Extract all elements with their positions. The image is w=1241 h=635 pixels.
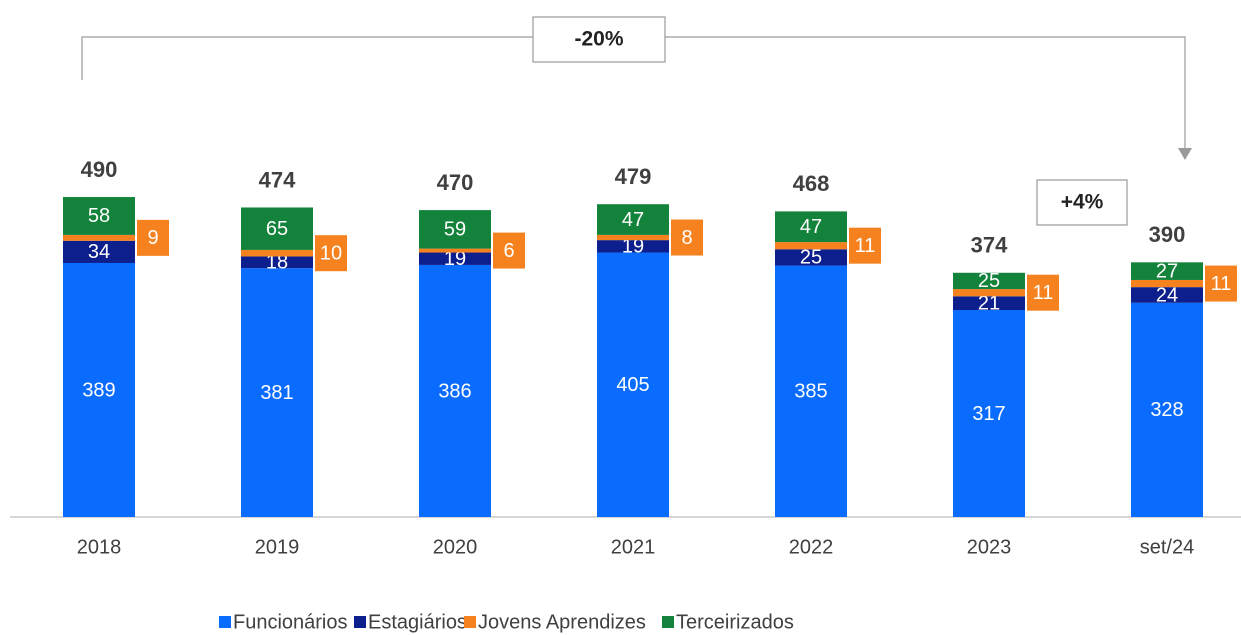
total-label: 374 — [971, 233, 1008, 258]
value-label: 381 — [260, 382, 293, 404]
bracket-line — [81, 36, 533, 80]
value-label-box — [671, 219, 703, 256]
value-label: 9 — [147, 227, 158, 249]
value-label: 47 — [622, 209, 644, 231]
legend-label: Jovens Aprendizes — [478, 611, 646, 633]
value-label: 19 — [444, 248, 466, 270]
x-tick-label: 2023 — [967, 536, 1012, 558]
x-tick-label: 2021 — [611, 536, 656, 558]
value-label: 405 — [616, 374, 649, 396]
value-label: 25 — [978, 270, 1000, 292]
bar-segment — [597, 252, 669, 517]
bar-segment — [419, 264, 491, 517]
bar-segment — [241, 207, 313, 250]
value-label: 328 — [1150, 399, 1183, 421]
value-label: 27 — [1156, 260, 1178, 282]
value-label-box — [315, 235, 347, 272]
legend-swatch — [662, 616, 674, 628]
bracket-line — [665, 36, 1186, 150]
value-label: 58 — [88, 205, 110, 227]
value-label: 386 — [438, 380, 471, 402]
legend-label: Estagiários — [368, 611, 467, 633]
x-tick-label: 2020 — [433, 536, 478, 558]
value-label-box — [1027, 274, 1059, 311]
bar-segment — [63, 234, 135, 241]
total-label: 479 — [615, 164, 652, 189]
value-label: 10 — [320, 242, 342, 264]
bar-segment — [63, 262, 135, 517]
bar-segment — [419, 210, 491, 249]
value-label: 21 — [978, 292, 1000, 314]
bar-segment — [63, 240, 135, 263]
total-label: 468 — [793, 171, 830, 196]
x-tick-label: set/24 — [1140, 536, 1194, 558]
value-label-box — [1205, 265, 1237, 302]
legend-swatch — [464, 616, 476, 628]
total-label: 490 — [81, 157, 118, 182]
bar-segment — [597, 240, 669, 253]
bar-segment — [953, 296, 1025, 310]
value-label: 317 — [972, 403, 1005, 425]
bar-segment — [419, 252, 491, 265]
bar-segment — [597, 204, 669, 235]
value-label: 65 — [266, 218, 288, 240]
bar-segment — [419, 248, 491, 253]
bar-segment — [775, 265, 847, 517]
annotation: -20% — [574, 28, 623, 51]
value-label: 8 — [681, 227, 692, 249]
total-label: 470 — [437, 170, 474, 195]
annotation-box — [532, 16, 666, 63]
bar-segment — [63, 197, 135, 235]
value-label: 47 — [800, 216, 822, 238]
bar-segment — [775, 249, 847, 266]
total-label: 390 — [1149, 222, 1186, 247]
value-label: 385 — [794, 381, 827, 403]
annotation-box — [1036, 179, 1128, 226]
value-label: 11 — [1033, 282, 1054, 304]
legend-label: Terceirizados — [676, 611, 794, 633]
bar-segment — [1131, 279, 1203, 288]
value-label-box — [493, 232, 525, 269]
value-label-box — [849, 227, 881, 264]
bar-segment — [241, 268, 313, 517]
bar-segment — [1131, 287, 1203, 303]
arrow-head — [1178, 148, 1192, 160]
legend-label: Funcionários — [233, 611, 348, 633]
bar-segment — [775, 211, 847, 243]
bar-segment — [1131, 262, 1203, 280]
legend-swatch — [354, 616, 366, 628]
value-label: 6 — [503, 240, 514, 262]
bar-segment — [1131, 302, 1203, 517]
bar-segment — [953, 309, 1025, 517]
value-label: 34 — [88, 241, 110, 263]
value-label: 59 — [444, 219, 466, 241]
value-label: 25 — [800, 247, 822, 269]
annotation: +4% — [1061, 191, 1104, 214]
value-label: 18 — [266, 252, 288, 274]
value-label: 11 — [855, 235, 876, 257]
legend-swatch — [219, 616, 231, 628]
bar-segment — [953, 289, 1025, 297]
bar-segment — [597, 234, 669, 241]
value-label: 19 — [622, 236, 644, 258]
x-tick-label: 2019 — [255, 536, 300, 558]
bar-segment — [775, 242, 847, 250]
value-label: 11 — [1211, 273, 1232, 295]
bar-segment — [241, 249, 313, 257]
value-label: 24 — [1156, 284, 1178, 306]
x-tick-label: 2018 — [77, 536, 122, 558]
value-label-box — [137, 219, 169, 256]
total-label: 474 — [259, 167, 296, 192]
bar-segment — [953, 272, 1025, 290]
value-label: 389 — [82, 379, 115, 401]
bar-segment — [241, 256, 313, 269]
x-tick-label: 2022 — [789, 536, 834, 558]
